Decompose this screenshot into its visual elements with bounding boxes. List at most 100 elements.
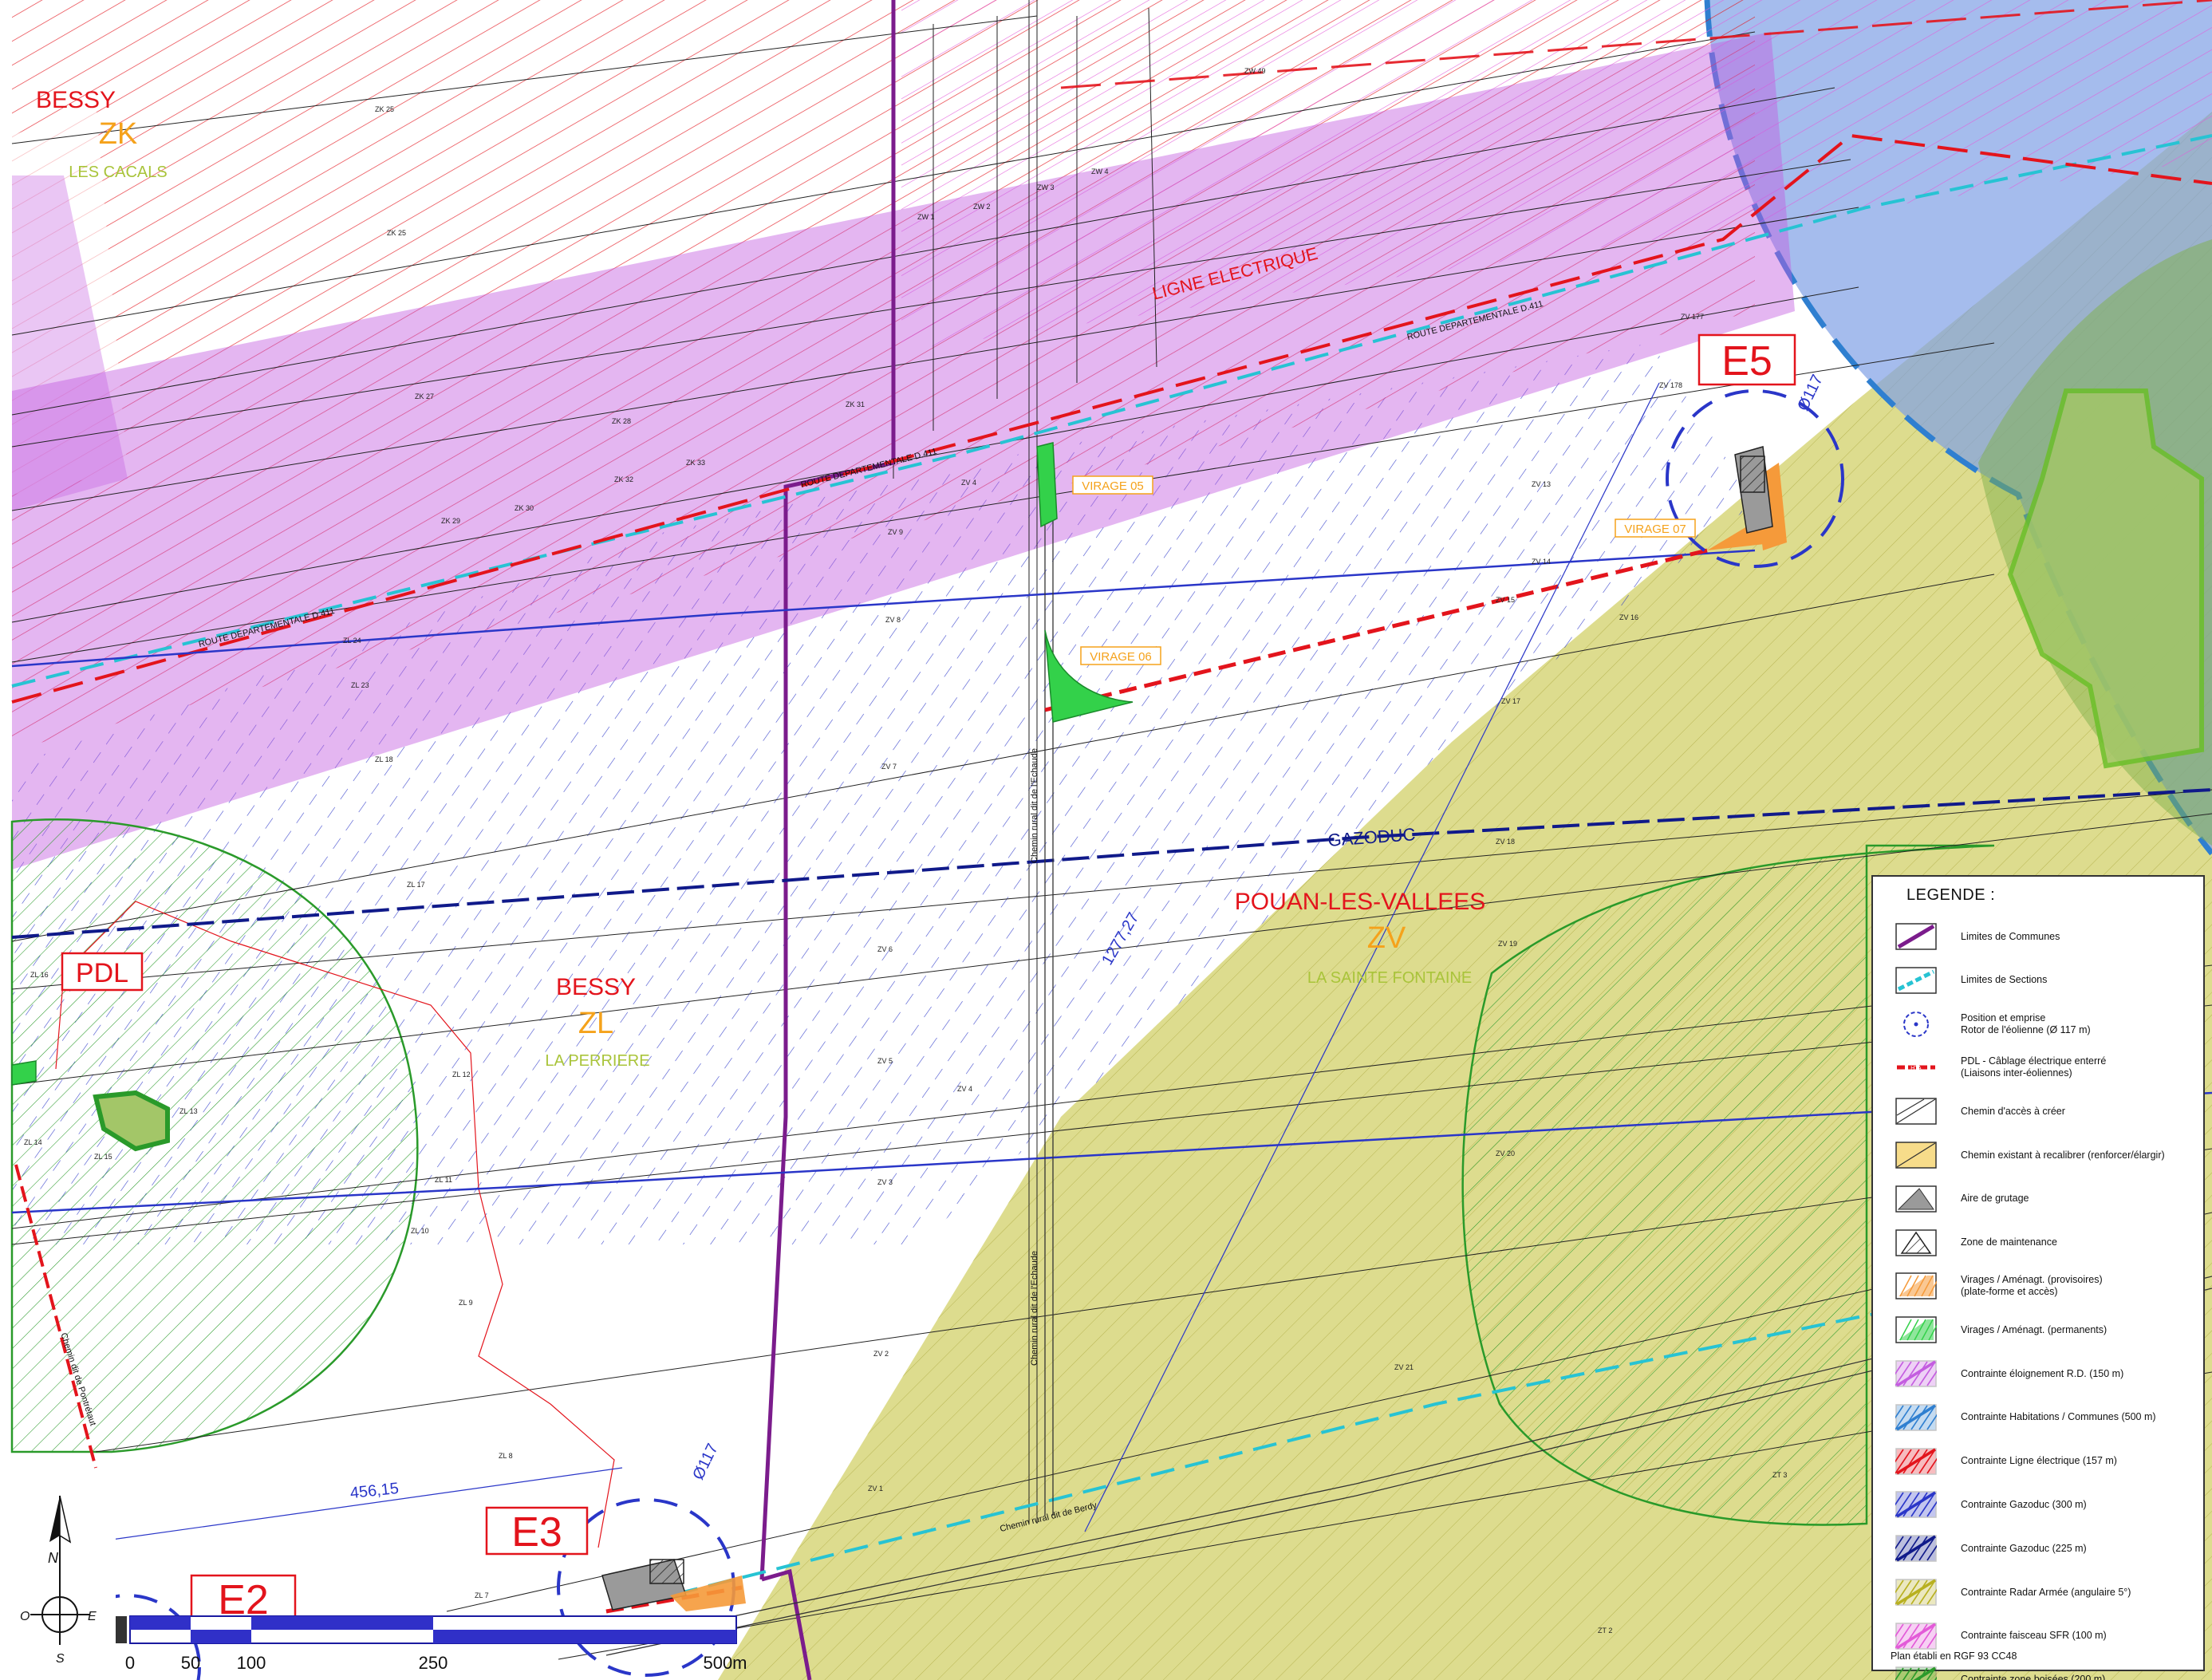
dimension-label: 456,15 [349,1480,400,1502]
legend-label: Aire de grutage [1961,1193,2029,1205]
virage-callout-box [1080,646,1161,665]
parcel-label: ZV 4 [961,479,976,487]
parcel-label: ZL 11 [435,1176,452,1184]
parcel-label: ZW 1 [917,213,935,221]
section-limit-legend-icon [1895,967,1937,994]
legend-item: Limites de Communes [1873,920,2203,960]
legend-symbol [1895,1098,1937,1125]
wood-patch-east [2007,388,2204,769]
scale-tick-label: 100 [236,1653,266,1673]
virage-callout-box [1072,475,1153,495]
legend-label: Contrainte éloignement R.D. (150 m) [1961,1367,2124,1379]
legend-symbol [1895,923,1937,950]
parcel-label: ZL 14 [24,1138,42,1146]
legend-symbol [1894,1666,1944,1680]
legend-item: Contrainte Gazoduc (300 m) [1873,1488,2203,1528]
parcel-labels: ZK 25 ZK 25 ZW 49 ZW 4 ZW 3 ZW 2 ZW 1 ZK… [24,67,1787,1635]
access-new-legend-icon [1895,1098,1937,1125]
parcel-label: ZW 2 [973,203,991,211]
legend-footnote: Plan établi en RGF 93 CC48 [1891,1650,2017,1662]
commune-label: POUAN-LES-VALLEES [1235,889,1486,915]
legend-symbol [1887,1404,1944,1431]
virage-callout: VIRAGE 07 [1624,523,1686,536]
power-line [11,133,2212,704]
scale-bar-graphic [116,1615,737,1644]
legend-label: Contrainte Gazoduc (225 m) [1961,1542,2087,1554]
gas-300m-line-south [11,1091,2212,1214]
turbine-callout[interactable]: PDL [76,958,128,988]
parcel-label: ZK 33 [686,459,705,467]
legend-item: Virages / Aménagt. (provisoires) (plate-… [1873,1269,2203,1309]
legend-symbol [1895,1011,1937,1038]
constraint-legend-icon [1887,1360,1944,1387]
bend-e3 [670,1575,746,1611]
commune-limit-legend-icon [1895,923,1937,950]
legend-item: Limites de Sections [1873,964,2203,1004]
constraint-legend-icon [1887,1623,1944,1650]
legend-item: Contrainte faisceau SFR (100 m) [1873,1619,2203,1659]
road-150m-constraint [12,32,1795,870]
rotor-legend-icon [1903,1011,1929,1037]
legend-symbol [1887,1535,1944,1562]
legend-item: Contrainte éloignement R.D. (150 m) [1873,1357,2203,1397]
parcel-label: ZW 3 [1037,183,1055,191]
map-legend: LEGENDE : Limites de Communes Limites de … [1871,875,2205,1680]
parcel-label: ZV 4 [957,1085,972,1093]
scale-tick-label: 50 [180,1653,201,1673]
scale-tick-label: 500m [703,1653,747,1673]
parcel-label: ZL 8 [499,1452,513,1460]
constraint-legend-icon [1887,1447,1944,1475]
parcel-label: ZK 30 [515,504,534,512]
parcel-label: ZV 178 [1659,381,1682,389]
commune-label: BESSY [36,87,116,113]
chemin-label: Chemin rural dit de l'Echaude [1030,1251,1039,1366]
parcel-label: ZL 9 [459,1299,473,1307]
wood-patch-centre [93,1090,170,1152]
maintenance-legend-icon [1895,1228,1937,1256]
gas-300m-line-north [11,549,1756,668]
legend-symbol: HTA [1895,1054,1937,1081]
parcel-label: ZL 15 [94,1153,112,1161]
constraint-legend-icon [1887,1491,1944,1519]
parcel-label: ZL 10 [411,1227,429,1235]
virage-callout-box [1615,519,1696,538]
legend-symbol [1895,1272,1941,1300]
turbine-callout[interactable]: E5 [1721,338,1772,385]
legend-item: Aire de grutage [1873,1182,2203,1222]
parcel-label: ZV 20 [1496,1150,1515,1157]
section-limit-north [11,134,2212,688]
cable-legend-icon: HTA [1897,1065,1935,1071]
bend-05-permanent [1036,442,1058,528]
legend-symbol [1895,1142,1937,1169]
legend-label: Virages / Aménagt. (permanents) [1961,1323,2108,1335]
parcel-label: ZV 177 [1681,313,1704,321]
parcel-label: ZV 14 [1532,558,1551,566]
legend-item: Chemin existant à recalibrer (renforcer/… [1873,1138,2203,1178]
scale-tick-label: 250 [418,1653,448,1673]
turbine-callout-box [485,1506,589,1556]
parcel-label: ZV 18 [1496,838,1515,846]
dimension-line-long [1084,382,1660,1532]
scale-tick-label: 0 [124,1653,136,1673]
legend-item: HTA PDL - Câblage électrique enterré (Lia… [1873,1051,2203,1090]
virage-callout: VIRAGE 05 [1082,479,1144,493]
chemin-pontretaut [14,1164,97,1469]
legend-symbol [1887,1491,1944,1519]
rotor-e5 [1666,389,1844,568]
parcel-label: ZL 12 [452,1071,471,1079]
parcel-label: ZW 4 [1091,168,1109,175]
internal-cable-e5 [1044,548,1708,712]
legend-symbol [1887,1447,1944,1475]
parcel-label: ZV 9 [888,528,903,536]
crane-pad-legend-icon [1895,1185,1937,1213]
virage-callout: VIRAGE 06 [1090,650,1152,664]
commune-label: BESSY [556,974,636,1000]
parcel-label: ZL 13 [179,1107,198,1115]
legend-symbol [1895,967,1937,994]
parcel-label: ZK 32 [614,475,633,483]
parcel-label: ZK 25 [375,105,394,113]
turbine-callout[interactable]: E3 [511,1509,562,1556]
parcel-label: ZK 27 [415,392,434,400]
